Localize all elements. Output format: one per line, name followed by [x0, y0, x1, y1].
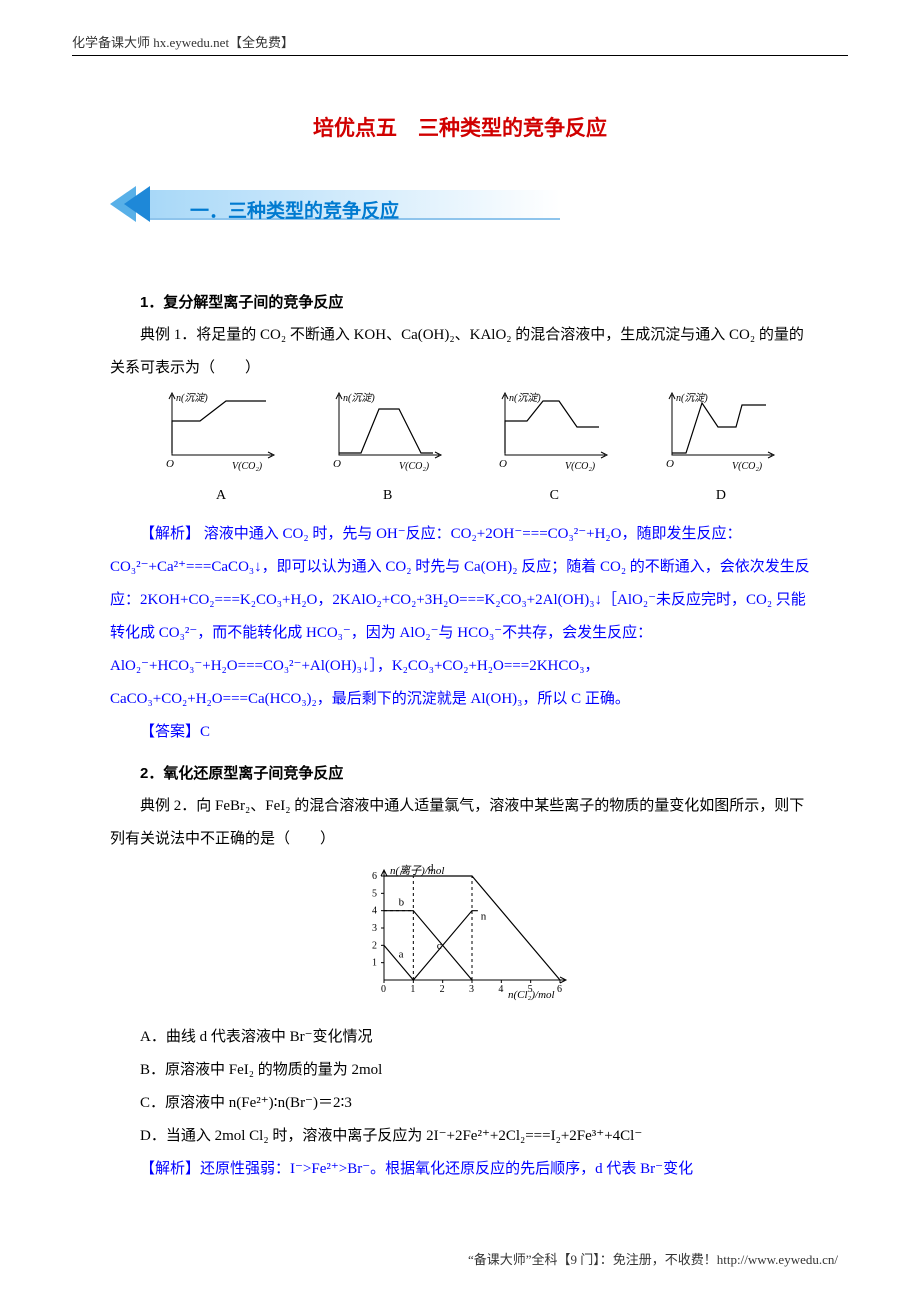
svg-text:0: 0 [381, 984, 386, 995]
analysis-label: 【解析】 [140, 526, 200, 542]
option-b: B．原溶液中 FeI₂ 的物质的量为 2mol [110, 1054, 810, 1087]
svg-text:2: 2 [440, 984, 445, 995]
svg-text:V(CO₂): V(CO₂) [399, 461, 430, 472]
sec1-figure-row: n(沉淀)V(CO₂)OAn(沉淀)V(CO₂)OBn(沉淀)V(CO₂)OCn… [146, 391, 796, 512]
fig-C: n(沉淀) V(CO₂) OC [479, 391, 629, 512]
option-c: C．原溶液中 n(Fe²⁺)∶n(Br⁻)＝2∶3 [110, 1087, 810, 1120]
svg-text:5: 5 [372, 888, 377, 899]
svg-text:b: b [399, 896, 405, 908]
svg-text:1: 1 [372, 958, 377, 969]
fig-A: n(沉淀) V(CO₂) OA [146, 391, 296, 512]
svg-text:4: 4 [498, 984, 503, 995]
sec1-head: 1．复分解型离子间的竞争反应 [110, 286, 810, 319]
option-d: D．当通入 2mol Cl₂ 时，溶液中离子反应为 2I⁻+2Fe²⁺+2Cl₂… [110, 1120, 810, 1153]
svg-text:O: O [333, 458, 341, 470]
banner-label: 三种类型的竞争反应 [228, 201, 399, 222]
svg-text:n(沉淀): n(沉淀) [343, 392, 375, 404]
page-content: 培优点五 三种类型的竞争反应 一．三种类型的竞争反应 1．复分解型离子间的竞争反… [110, 106, 810, 1186]
sec1-answer: 【答案】C [110, 716, 810, 749]
sec2-analysis: 【解析】还原性强弱：I⁻>Fe²⁺>Br⁻。根据氧化还原反应的先后顺序，d 代表… [110, 1153, 810, 1186]
svg-text:1: 1 [410, 984, 415, 995]
fig-D: n(沉淀) V(CO₂) OD [646, 391, 796, 512]
svg-text:4: 4 [372, 906, 377, 917]
svg-text:2: 2 [372, 940, 377, 951]
sec2-head: 2．氧化还原型离子间竞争反应 [110, 757, 810, 790]
analysis-body: 溶液中通入 CO₂ 时，先与 OH⁻反应：CO₂+2OH⁻===CO₃²⁻+H₂… [110, 526, 810, 707]
page-footer: “备课大师”全科【9 门】：免注册，不收费！http://www.eywedu.… [468, 1249, 838, 1268]
sec1-example: 典例 1．将足量的 CO₂ 不断通入 KOH、Ca(OH)₂、KAlO₂ 的混合… [110, 319, 810, 385]
fig-label-B: B [313, 481, 463, 512]
svg-text:n(离子)/mol: n(离子)/mol [390, 864, 444, 877]
answer-label: 【答案】 [140, 724, 200, 740]
svg-text:O: O [499, 458, 507, 470]
svg-text:V(CO₂): V(CO₂) [565, 461, 596, 472]
fig-B: n(沉淀) V(CO₂) OB [313, 391, 463, 512]
svg-text:V(CO₂): V(CO₂) [732, 461, 763, 472]
fig-label-A: A [146, 481, 296, 512]
svg-text:6: 6 [372, 871, 377, 882]
analysis-body-2: 还原性强弱：I⁻>Fe²⁺>Br⁻。根据氧化还原反应的先后顺序，d 代表 Br⁻… [200, 1161, 693, 1177]
svg-text:O: O [666, 458, 674, 470]
svg-text:3: 3 [372, 923, 377, 934]
svg-text:n(沉淀): n(沉淀) [176, 392, 208, 404]
banner-num: 一． [190, 201, 228, 222]
fig-label-C: C [479, 481, 629, 512]
svg-text:n: n [481, 910, 487, 922]
svg-text:n(Cl₂)/mol: n(Cl₂)/mol [508, 989, 555, 1001]
sec1-analysis: 【解析】 溶液中通入 CO₂ 时，先与 OH⁻反应：CO₂+2OH⁻===CO₃… [110, 518, 810, 716]
sec2-graph-wrap: 0123456123456abcdnn(离子)/moln(Cl₂)/mol [110, 862, 810, 1015]
main-title: 培优点五 三种类型的竞争反应 [110, 106, 810, 152]
banner-text: 一．三种类型的竞争反应 [190, 191, 399, 233]
header-text: 化学备课大师 hx.eywedu.net【全免费】 [72, 35, 294, 50]
sec2-example: 典例 2．向 FeBr₂、FeI₂ 的混合溶液中通人适量氯气，溶液中某些离子的物… [110, 790, 810, 856]
page-header: 化学备课大师 hx.eywedu.net【全免费】 [72, 32, 848, 56]
svg-text:6: 6 [557, 984, 562, 995]
svg-text:V(CO₂): V(CO₂) [232, 461, 263, 472]
section-banner: 一．三种类型的竞争反应 [110, 186, 810, 230]
svg-text:n(沉淀): n(沉淀) [676, 392, 708, 404]
svg-text:n(沉淀): n(沉淀) [509, 392, 541, 404]
footer-text: “备课大师”全科【9 门】：免注册，不收费！http://www.eywedu.… [468, 1252, 838, 1267]
svg-text:O: O [166, 458, 174, 470]
fig-label-D: D [646, 481, 796, 512]
sec2-line-graph: 0123456123456abcdnn(离子)/moln(Cl₂)/mol [350, 862, 570, 1002]
svg-text:a: a [399, 948, 404, 960]
svg-text:3: 3 [469, 984, 474, 995]
answer-value: C [200, 724, 210, 740]
analysis-label-2: 【解析】 [140, 1161, 200, 1177]
option-a: A．曲线 d 代表溶液中 Br⁻变化情况 [110, 1021, 810, 1054]
svg-text:c: c [437, 940, 442, 952]
